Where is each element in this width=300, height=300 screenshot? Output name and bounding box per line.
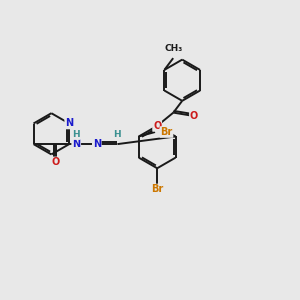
Text: O: O — [190, 110, 198, 121]
Text: Br: Br — [160, 127, 172, 137]
Text: H: H — [72, 130, 80, 139]
Text: N: N — [65, 118, 73, 128]
Text: N: N — [93, 139, 101, 149]
Text: O: O — [153, 121, 161, 131]
Text: H: H — [114, 130, 121, 139]
Text: Br: Br — [151, 184, 163, 194]
Text: N: N — [72, 139, 80, 149]
Text: CH₃: CH₃ — [164, 44, 182, 53]
Text: O: O — [52, 158, 60, 167]
